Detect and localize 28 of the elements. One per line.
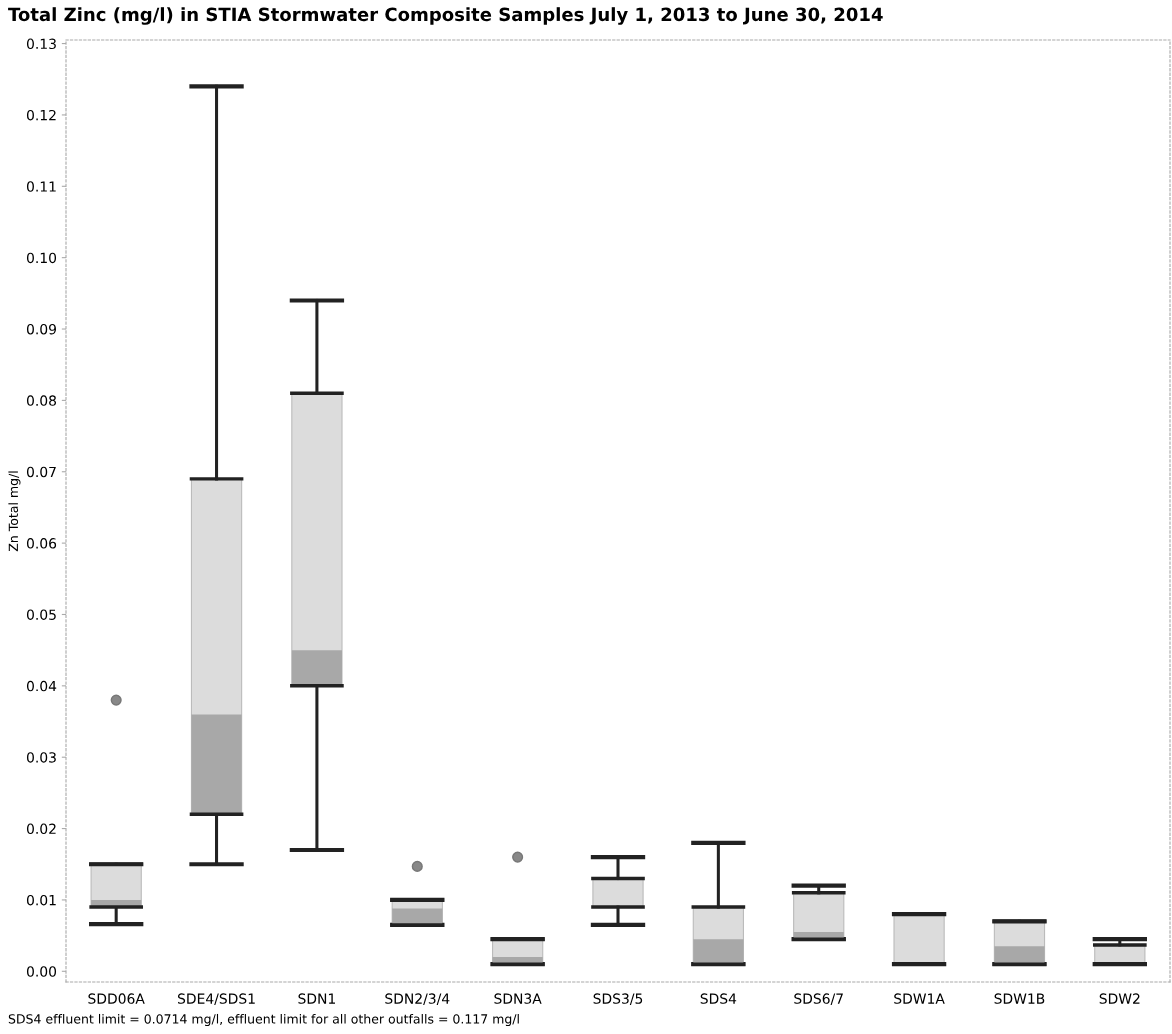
text: SDS4 effluent limit = 0.0714 mg/l, effluent limit for all other outfalls = 0.117 mg/l bbox=[8, 1013, 519, 1027]
y-tick-label: 0.09 bbox=[26, 323, 56, 335]
y-tick-label: 0.12 bbox=[26, 109, 56, 121]
x-tick-label: SDW1B bbox=[994, 993, 1045, 1004]
x-tick-label: SDN3A bbox=[494, 993, 542, 1004]
x-tick-label: SDS4 bbox=[700, 993, 737, 1004]
y-tick-label: 0.03 bbox=[26, 752, 56, 763]
y-tick-label: 0.06 bbox=[26, 538, 57, 549]
y-tick-label: 0.01 bbox=[26, 894, 56, 906]
y-tick-label: 0.10 bbox=[26, 252, 57, 264]
y-tick-label: 0.00 bbox=[26, 966, 57, 977]
y-tick-label: 0.02 bbox=[26, 823, 56, 835]
x-tick-label: SDN2/3/4 bbox=[385, 993, 450, 1005]
y-tick-label: 0.07 bbox=[26, 466, 56, 478]
x-tick-label: SDN1 bbox=[298, 993, 335, 1004]
chart-title: Total Zinc (mg/l) in STIA Stormwater Composite Samples July 1, 2013 to June 30, 2014 bbox=[8, 7, 883, 25]
y-axis-title: Zn Total mg/l bbox=[8, 471, 21, 552]
x-tick-label: SDE4/SDS1 bbox=[177, 993, 255, 1005]
x-tick-label: SDS3/5 bbox=[593, 993, 643, 1005]
x-tick-label: SDS6/7 bbox=[794, 993, 843, 1005]
y-tick-label: 0.11 bbox=[26, 181, 56, 192]
y-tick-label: 0.13 bbox=[26, 38, 56, 50]
x-tick-label: SDD06A bbox=[88, 993, 145, 1004]
x-tick-label: SDW2 bbox=[1099, 993, 1140, 1004]
y-tick-label: 0.04 bbox=[26, 680, 57, 692]
y-tick-label: 0.05 bbox=[26, 609, 56, 620]
y-tick-label: 0.08 bbox=[26, 395, 57, 406]
x-tick-label: SDW1A bbox=[894, 993, 945, 1004]
